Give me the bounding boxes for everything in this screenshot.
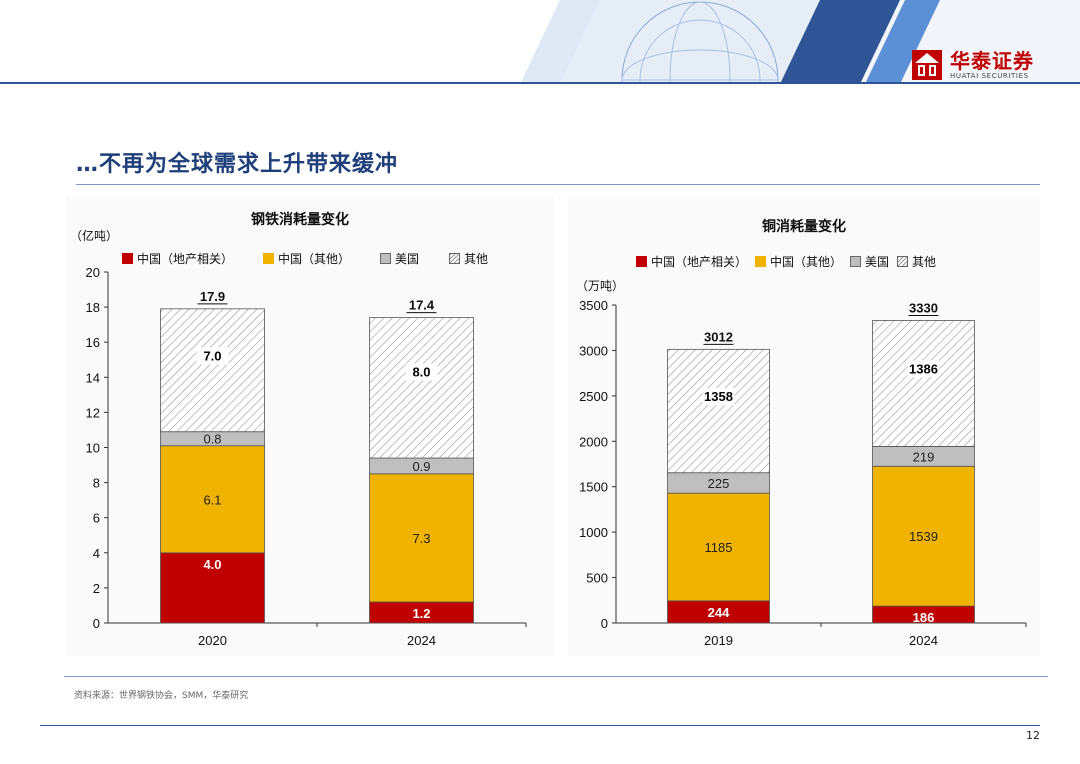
y-tick-label: 2 [93,581,100,596]
bar-segment [160,445,265,554]
x-tick-label: 2024 [909,633,938,648]
data-label: 0.9 [412,459,430,474]
page-number: 12 [1026,729,1040,742]
y-tick-label: 2500 [579,389,608,404]
bar-segment [369,473,474,603]
y-tick-label: 3000 [579,343,608,358]
y-tick-label: 8 [93,476,100,491]
header-decoration [520,0,1080,84]
source-note: 资料来源：世界钢铁协会，SMM，华泰研究 [74,691,249,701]
data-label: 219 [913,449,935,464]
y-tick-label: 12 [86,405,100,420]
data-label: 244 [708,605,730,620]
y-tick-label: 18 [86,300,100,315]
y-tick-label: 4 [93,546,100,561]
bar-segment [160,552,265,624]
copper-chart-title: 铜消耗量变化 [762,219,846,235]
data-label: 7.3 [412,531,430,546]
data-label-bg [702,388,735,406]
legend-swatch-hatch [449,253,461,264]
steel-bar-chart: 0 2 4 6 8 10 12 14 16 18 20 4.0 6.1 0.8 7.0 17.9 2020 1.2… [86,265,527,648]
logo-chinese-name: 华泰证券 [950,49,1034,73]
copper-chart-legend: 中国（地产相关） 中国（其他） 美国 其他 [636,253,936,270]
bar-segment [667,492,770,602]
y-tick-label: 0 [601,616,608,631]
title-rule [76,184,1040,185]
bar-segment [369,317,474,459]
copper-chart-unit: （万吨） [576,279,625,293]
data-label: 4.0 [203,557,221,572]
company-logo: 华泰证券 HUATAI SECURITIES [912,50,1034,80]
y-tick-label: 3500 [579,298,608,313]
y-tick-label: 2000 [579,434,608,449]
source-rule [64,676,1048,677]
y-tick-label: 1000 [579,525,608,540]
data-label: 1185 [705,540,733,555]
footer-rule [40,725,1040,726]
y-tick-label: 500 [586,571,608,586]
legend-label: 美国 [865,255,890,269]
data-label: 7.0 [203,348,221,363]
y-tick-label: 14 [86,370,100,385]
data-label-bg [405,363,438,381]
legend-label: 中国（其他） [278,252,351,266]
bar-segment [160,308,265,433]
total-label: 17.4 [409,298,435,313]
copper-bar-chart: 0 500 1000 1500 2000 2500 3000 3500 244 1185 225 13… [579,298,1027,648]
huatai-logo-icon [912,50,942,80]
header-banner [0,0,1080,84]
data-label: 1539 [909,529,938,544]
legend-swatch-hatch [897,256,909,267]
data-label: 1386 [909,361,938,376]
data-label-bg [907,360,940,378]
legend-swatch-yellow [755,256,767,267]
data-label: 8.0 [412,365,430,380]
legend-swatch-yellow [263,253,275,264]
total-label: 3012 [704,329,733,344]
legend-swatch-red [122,253,133,264]
data-label: 1.2 [412,606,430,621]
data-label: 0.8 [203,432,221,447]
legend-label: 美国 [395,252,420,266]
bar-segment [872,320,975,447]
legend-label: 其他 [464,252,489,266]
y-tick-label: 0 [93,616,100,631]
x-tick-label: 2019 [704,633,733,648]
y-tick-label: 1500 [579,480,608,495]
y-tick-label: 6 [93,511,100,526]
data-label: 6.1 [203,492,221,507]
x-tick-label: 2024 [407,633,436,648]
legend-label: 其他 [912,255,937,269]
y-tick-label: 20 [86,265,100,280]
x-tick-label: 2020 [198,633,227,648]
legend-swatch-gray [850,256,862,267]
y-tick-label: 16 [86,335,100,350]
data-label: 1358 [704,389,733,404]
legend-label: 中国（地产相关） [651,255,748,269]
legend-label: 中国（其他） [770,255,843,269]
data-label: 225 [708,476,730,491]
total-label: 17.9 [200,289,225,304]
steel-chart-legend: 中国（地产相关） 中国（其他） 美国 其他 [122,250,488,267]
bar-segment [667,348,770,474]
legend-swatch-red [636,256,647,267]
page-title: …不再为全球需求上升带来缓冲 [76,152,399,177]
legend-swatch-gray [380,253,392,264]
y-tick-label: 10 [86,441,100,456]
data-label-bg [196,347,229,365]
legend-label: 中国（地产相关） [137,252,234,266]
bar-segment [872,465,975,607]
total-label: 3330 [909,300,938,315]
steel-chart-unit: （亿吨） [70,229,119,243]
steel-chart-title: 钢铁消耗量变化 [251,212,349,228]
logo-english-name: HUATAI SECURITIES [950,72,1029,80]
header-rule [0,82,1080,84]
data-label: 186 [913,610,935,625]
